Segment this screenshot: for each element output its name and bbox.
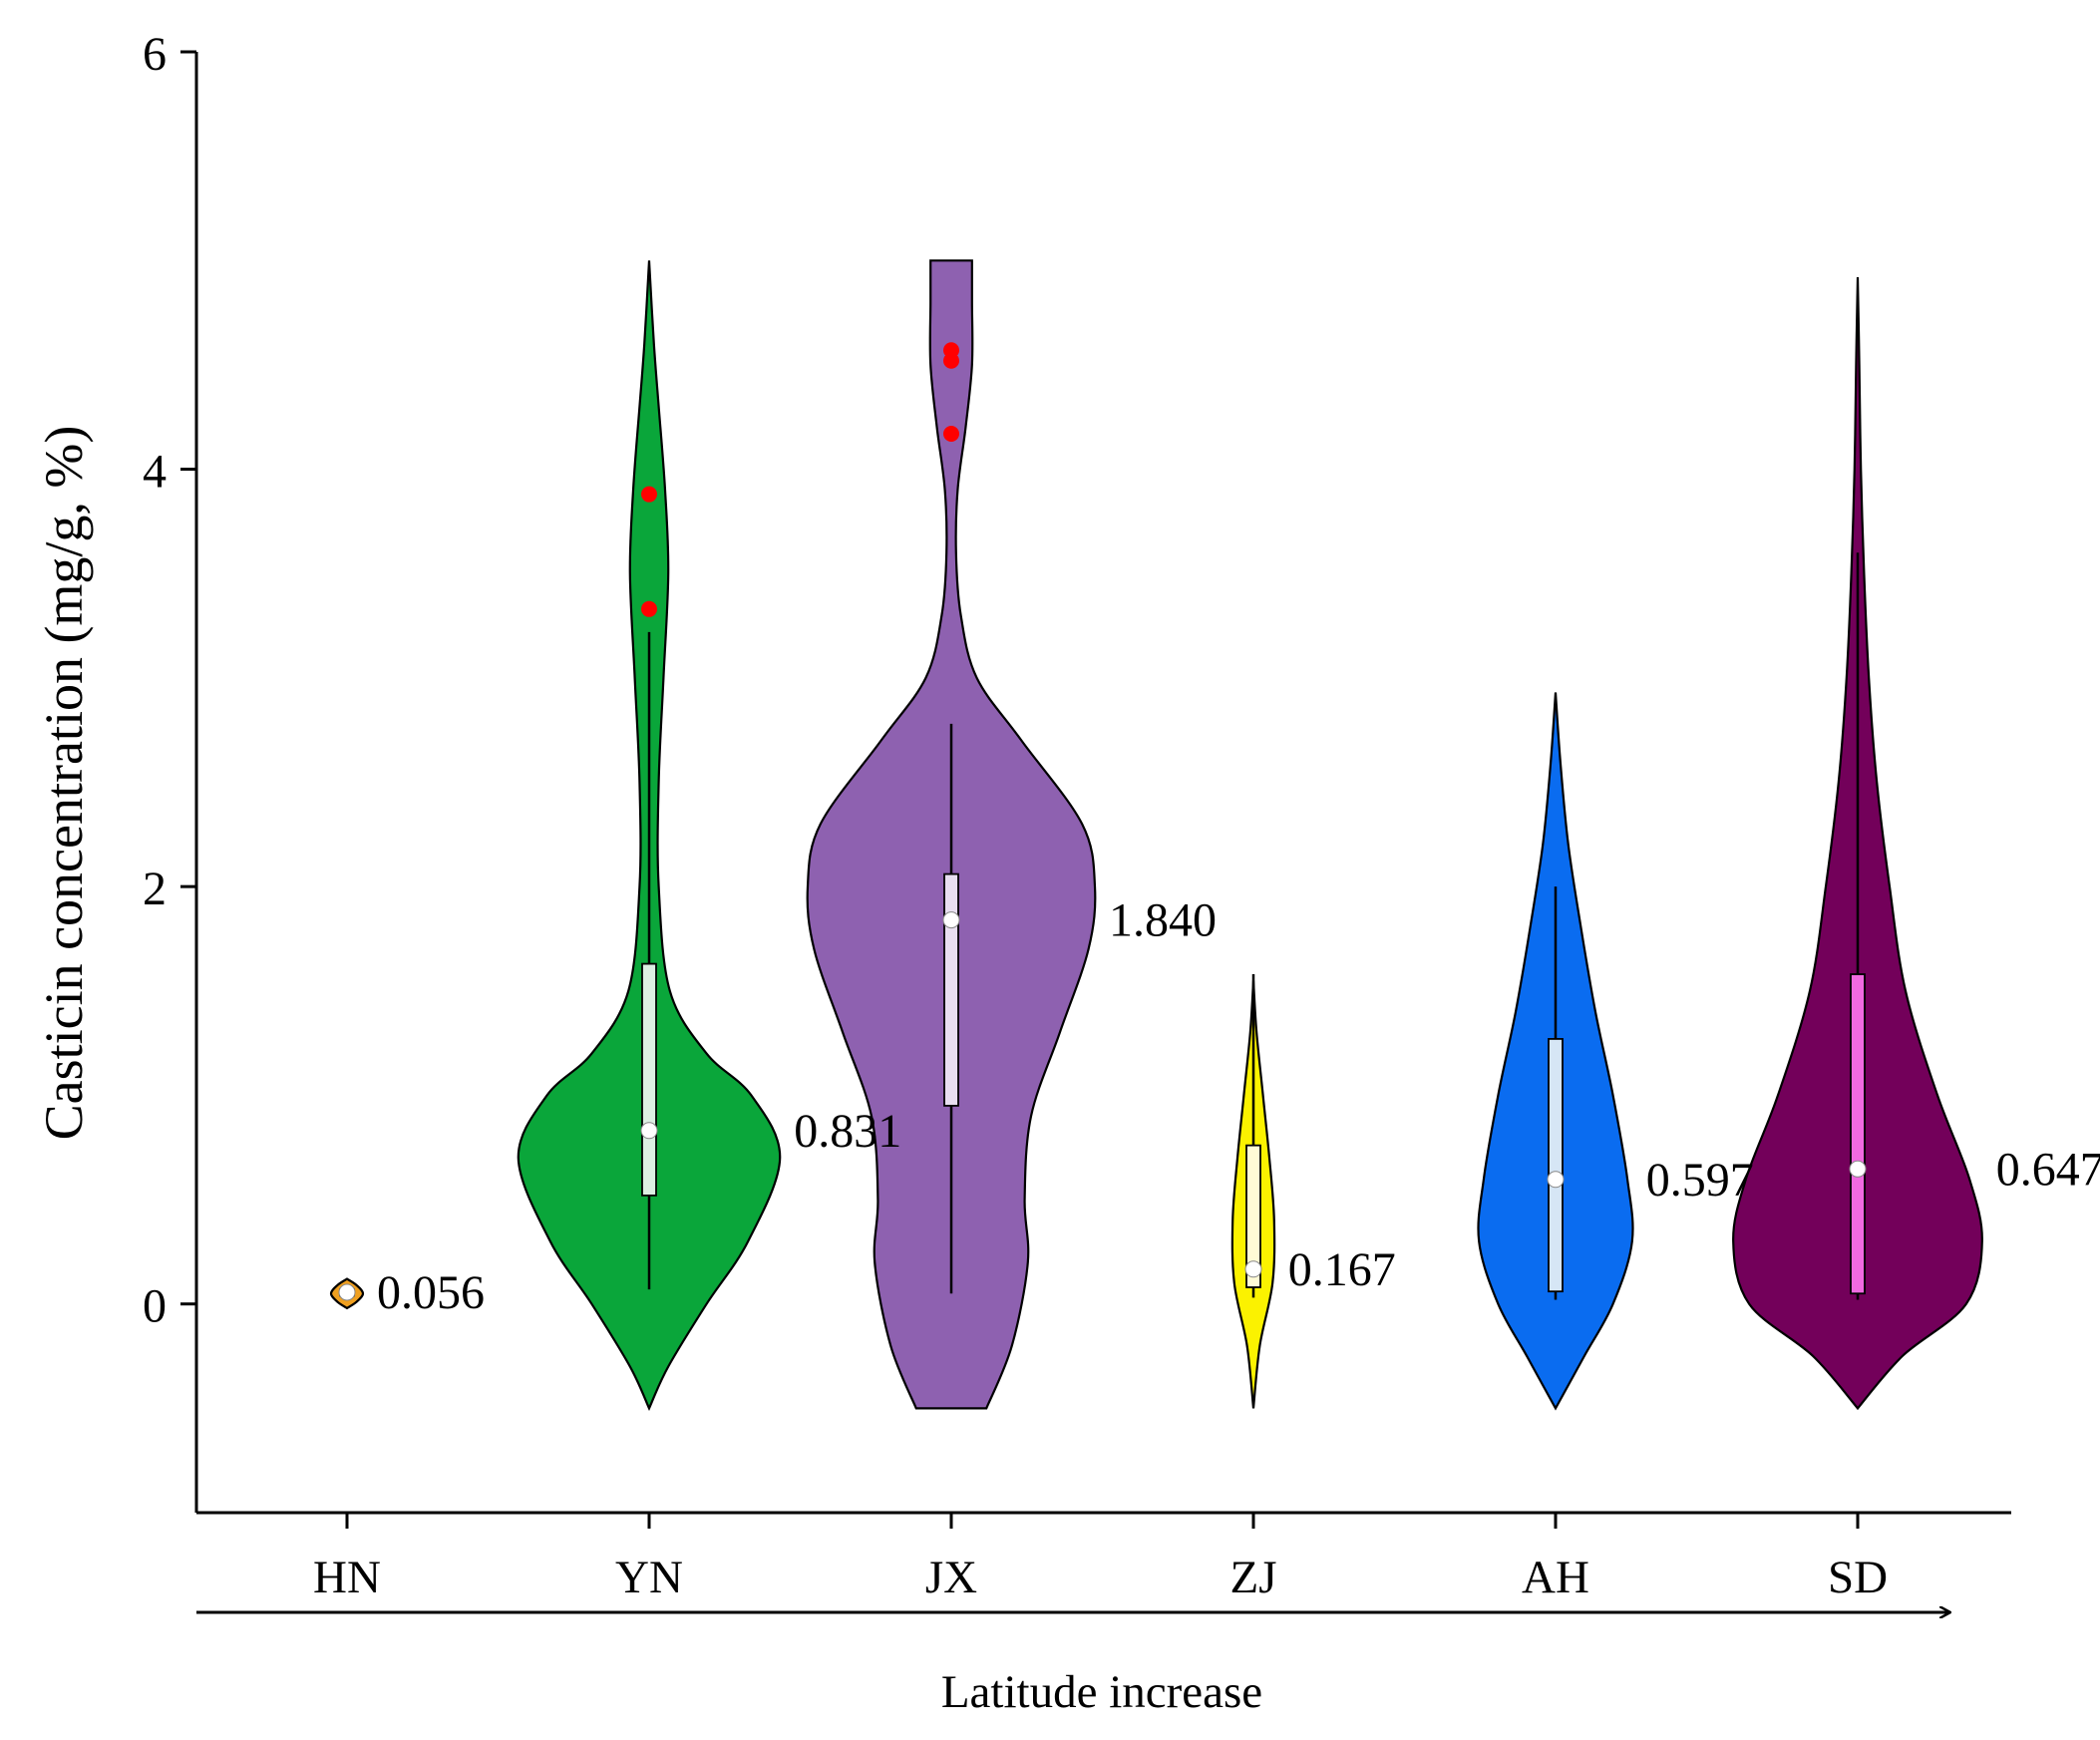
outlier-point-jx: [943, 425, 959, 442]
mean-labels-layer: 0.056 0.831 1.840 0.167 0.597 0.647: [377, 894, 2100, 1319]
box-sd: [1850, 973, 1866, 1295]
mean-label-sd: 0.647: [1996, 1143, 2100, 1196]
x-tick-label: YN: [615, 1552, 683, 1603]
mean-label-jx: 1.840: [1109, 894, 1217, 947]
box-yn: [641, 962, 657, 1197]
y-tick-label: 4: [143, 446, 167, 499]
outlier-point-jx: [943, 352, 959, 369]
x-tick-label: SD: [1828, 1552, 1888, 1603]
mean-marker-ah: [1547, 1171, 1565, 1189]
y-axis-title: Casticin concentration (mg/g, %): [34, 426, 94, 1141]
y-tick-label: 2: [143, 863, 167, 915]
mean-marker-sd: [1849, 1160, 1867, 1178]
mean-label-hn: 0.056: [377, 1266, 485, 1319]
x-tick-label: HN: [313, 1552, 381, 1603]
mean-marker-yn: [640, 1122, 658, 1140]
box-jx: [943, 872, 959, 1107]
x-axis-title: Latitude increase: [941, 1666, 1262, 1718]
x-ticks: HN YN JX ZJ AH SD: [313, 1513, 1888, 1603]
points-layer: [338, 342, 1867, 1301]
outlier-point-yn: [641, 486, 657, 503]
box-ah: [1548, 1038, 1564, 1293]
x-tick-label: ZJ: [1230, 1552, 1277, 1603]
y-tick-label: 6: [143, 28, 167, 81]
outlier-point-yn: [641, 600, 657, 617]
mean-marker-zj: [1244, 1260, 1262, 1278]
mean-label-ah: 0.597: [1646, 1154, 1754, 1207]
mean-label-yn: 0.831: [794, 1105, 901, 1158]
x-tick-label: AH: [1522, 1552, 1589, 1603]
mean-label-zj: 0.167: [1288, 1243, 1396, 1296]
mean-marker-hn: [338, 1283, 356, 1301]
y-tick-label: 0: [143, 1280, 167, 1333]
violins-layer: [329, 259, 1983, 1412]
y-ticks: 0 2 4 6: [143, 28, 196, 1333]
axes: 0 2 4 6 HN YN JX ZJ AH SD: [143, 28, 2011, 1603]
x-tick-label: JX: [925, 1552, 977, 1603]
mean-marker-jx: [942, 911, 960, 929]
box-zj: [1245, 1144, 1261, 1288]
